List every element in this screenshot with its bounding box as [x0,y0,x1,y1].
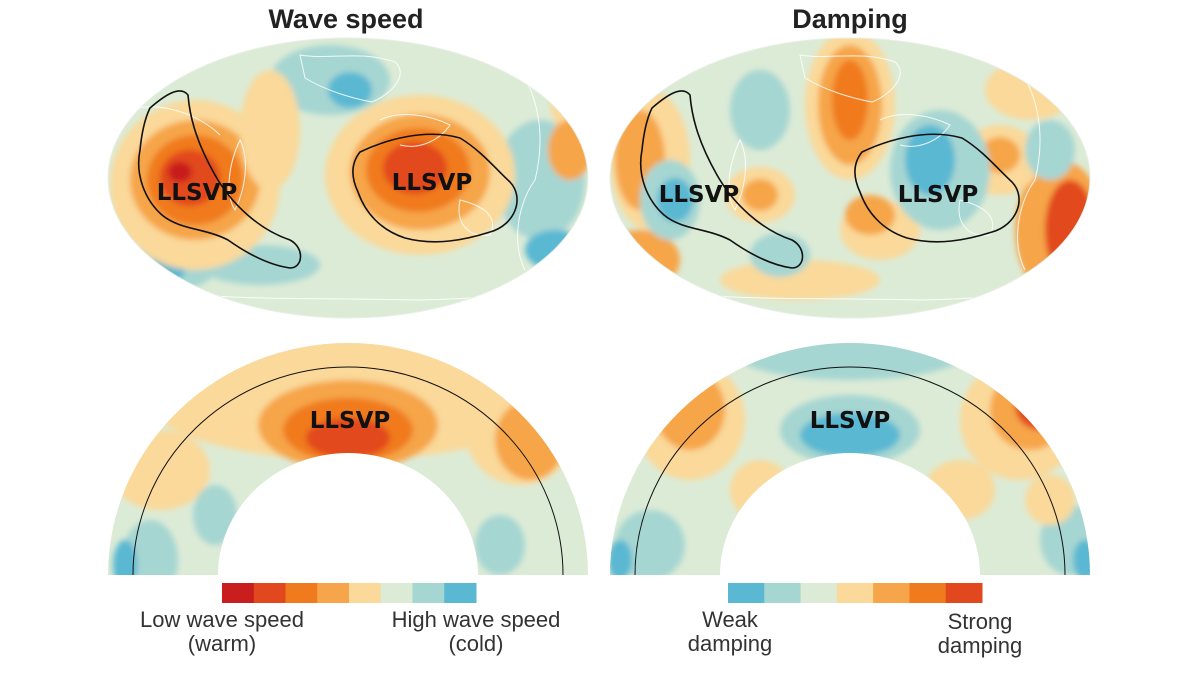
colorbar-swatch [836,583,874,603]
llsvp-label: LLSVP [392,170,473,196]
strong-damping-label: Strong damping [937,609,1023,658]
damping-cross-section: LLSVP [610,343,1090,576]
colorbar-swatch [349,583,382,603]
colorbar-swatch [945,583,983,603]
damping-colorbar [728,583,983,603]
colorbar-swatch [800,583,838,603]
llsvp-label: LLSVP [810,408,891,434]
wave-speed-colorbar [222,583,477,603]
colorbar-swatch [728,583,765,603]
wave-speed-title: Wave speed [268,4,424,34]
colorbar-swatch [317,583,350,603]
llsvp-label: LLSVP [659,182,740,208]
high-wave-speed-label: High wave speed (cold) [391,607,561,656]
wave-speed-cross-section: LLSVP [108,343,588,576]
llsvp-outline-pacific [854,133,1020,243]
llsvp-label: LLSVP [310,408,391,434]
colorbar-swatch [873,583,910,603]
colorbar-swatch [253,583,286,603]
weak-damping-label: Weak damping [687,607,773,656]
colorbar-swatch [380,583,413,603]
llsvp-outline-africa [138,90,302,269]
colorbar-swatch [909,583,947,603]
damping-map: LLSVP LLSVP [609,37,1091,319]
damping-title: Damping [792,4,908,34]
llsvp-label: LLSVP [157,180,238,206]
llsvp-outline-pacific [352,133,518,243]
colorbar-swatch [444,583,477,603]
colorbar-swatch [285,583,318,603]
low-wave-speed-label: Low wave speed (warm) [140,607,304,656]
llsvp-label: LLSVP [898,182,979,208]
colorbar-swatch [412,583,445,603]
colorbar-swatch [764,583,802,603]
llsvp-outline-africa [640,90,804,269]
colorbar-swatch [222,583,255,603]
wave-speed-map: LLSVP LLSVP [107,37,589,319]
